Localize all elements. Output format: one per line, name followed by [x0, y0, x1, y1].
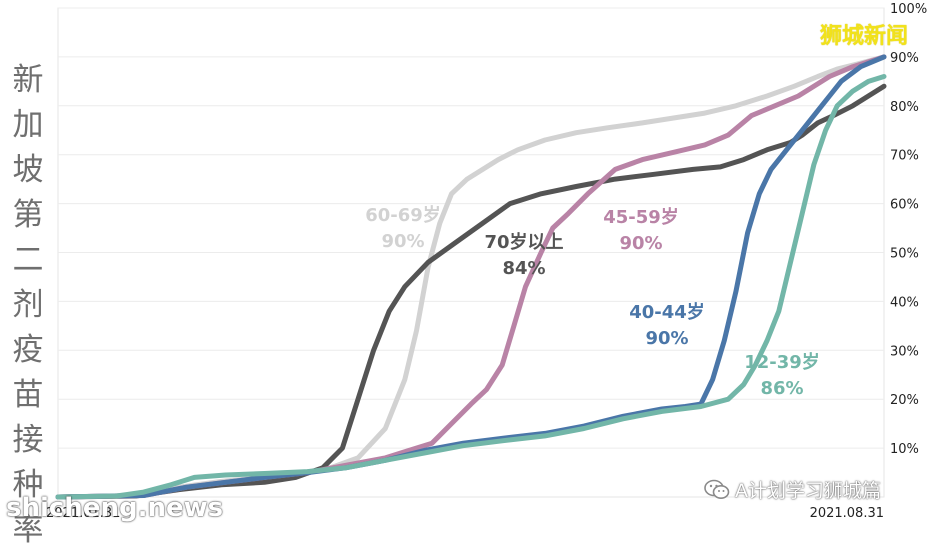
series-name-label: 12-39岁	[744, 351, 820, 373]
title-char: 疫	[12, 332, 44, 368]
y-tick-label: 70%	[890, 149, 919, 164]
y-tick-label: 60%	[890, 198, 919, 213]
series-name-label: 45-59岁	[603, 206, 679, 228]
series-line	[55, 54, 887, 500]
wechat-account-name: A计划学习狮城篇	[735, 480, 881, 502]
y-tick-label: 20%	[890, 393, 919, 408]
title-char: 苗	[12, 377, 44, 413]
title-char: 种	[12, 467, 44, 503]
title-char: 加	[12, 107, 44, 143]
series-name-label: 40-44岁	[629, 301, 705, 323]
chart-grid	[57, 7, 885, 498]
series-line	[55, 74, 887, 500]
y-tick-label: 50%	[890, 247, 919, 262]
title-char: 坡	[12, 152, 44, 188]
x-axis-labels: 2021.01.31 2021.08.31	[46, 506, 884, 521]
series-value-label: 90%	[619, 233, 662, 254]
title-char: 二	[12, 242, 44, 278]
series-labels: 60-69岁 90% 70岁以上 84% 45-59岁 90% 40-44岁 90% 12-39…	[365, 204, 820, 399]
x-start-label: 2021.01.31	[46, 506, 120, 521]
series-line	[55, 54, 887, 500]
title-char: 剂	[12, 287, 44, 323]
title-char: 新	[12, 62, 44, 98]
site-watermark: shicheng.news	[6, 493, 224, 523]
wechat-icon	[704, 479, 730, 499]
series-line	[55, 83, 887, 500]
series-value-label: 90%	[645, 328, 688, 349]
series-line	[55, 54, 887, 500]
series-name-label: 70岁以上	[484, 231, 563, 253]
brand-logo-text: 狮城新闻	[820, 24, 909, 49]
y-tick-label: 40%	[890, 295, 919, 310]
series-value-label: 90%	[381, 231, 424, 252]
series-value-label: 84%	[502, 258, 545, 279]
y-tick-label: 10%	[890, 442, 919, 457]
chart-series	[55, 54, 887, 500]
title-char: 第	[12, 197, 44, 233]
vaccination-line-chart: 10% 20% 30% 40% 50% 60% 70% 80% 90% 100% 60-69岁 90…	[46, 2, 927, 521]
x-end-label: 2021.08.31	[810, 506, 884, 521]
series-name-label: 60-69岁	[365, 204, 441, 226]
y-tick-label: 100%	[890, 2, 927, 17]
wechat-account: A计划学习狮城篇	[704, 476, 881, 503]
series-value-label: 86%	[760, 378, 803, 399]
chart-title-vertical: 新加坡第二剂疫苗接种率	[10, 58, 46, 553]
y-tick-label: 30%	[890, 344, 919, 359]
title-char: 接	[12, 422, 44, 458]
y-axis-ticks: 10% 20% 30% 40% 50% 60% 70% 80% 90% 100%	[890, 2, 927, 457]
y-tick-label: 90%	[890, 51, 919, 66]
y-tick-label: 80%	[890, 100, 919, 115]
